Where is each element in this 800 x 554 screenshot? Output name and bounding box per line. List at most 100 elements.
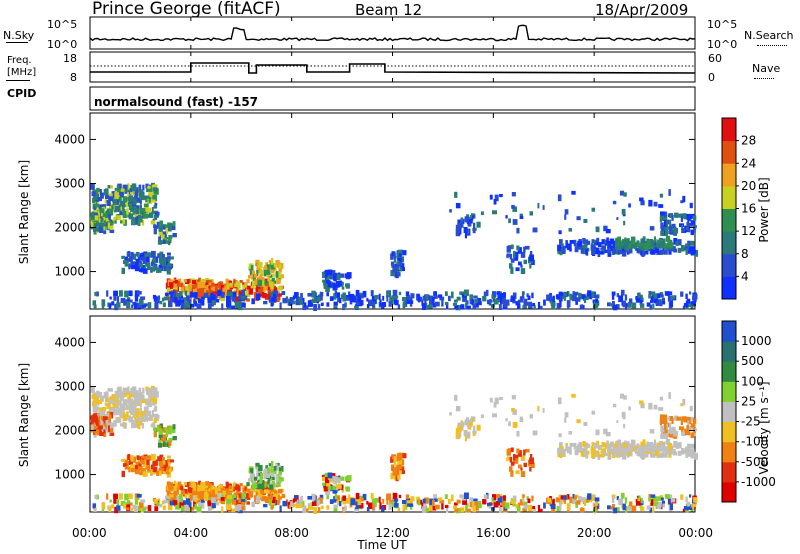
power-cell [510, 267, 514, 274]
velocity-cell [179, 502, 184, 508]
power-cell [639, 300, 643, 306]
power-cell [165, 260, 168, 265]
velocity-cell [460, 507, 465, 513]
colorbar-segment [722, 185, 736, 209]
velocity-cell [150, 423, 156, 428]
power-cell [332, 273, 337, 281]
power-cell [314, 296, 319, 300]
power-cell [147, 262, 151, 269]
power-cell [229, 282, 233, 286]
power-cell [612, 200, 617, 205]
power-cell [121, 201, 126, 208]
velocity-cell [621, 448, 626, 455]
velocity-cell [177, 481, 182, 486]
power-cell [621, 250, 627, 257]
power-cell [205, 280, 211, 284]
velocity-cell [164, 443, 168, 447]
velocity-cell [158, 425, 162, 431]
velocity-cell [466, 508, 471, 513]
power-cell [398, 260, 403, 266]
velocity-cell [186, 498, 190, 505]
velocity-cell [105, 398, 109, 403]
velocity-cell [229, 485, 233, 489]
power-cell [559, 243, 564, 247]
power-cell [123, 260, 128, 264]
y-tick-label: 2000 [54, 424, 85, 438]
velocity-cell [270, 505, 274, 510]
power-cell [454, 191, 458, 198]
y-tick-label: 1000 [54, 265, 85, 279]
power-cell [418, 295, 421, 303]
power-cell [293, 292, 298, 296]
power-cell [141, 252, 145, 256]
velocity-cell [559, 503, 562, 511]
power-cell [650, 240, 655, 245]
velocity-cell [123, 422, 127, 429]
power-cell [232, 291, 236, 299]
power-cell [452, 302, 457, 306]
velocity-cell [152, 468, 157, 473]
velocity-cell [166, 443, 169, 447]
velocity-cell [200, 502, 205, 509]
velocity-cell [604, 442, 608, 447]
power-cell [177, 281, 180, 287]
velocity-cell [246, 488, 251, 493]
power-cell [662, 214, 668, 221]
power-cell [631, 238, 636, 245]
velocity-cell [522, 494, 525, 498]
power-cell [480, 211, 484, 216]
power-cell [141, 265, 144, 271]
velocity-cell [472, 430, 477, 434]
velocity-cell [405, 494, 410, 500]
power-cell [220, 294, 225, 298]
velocity-cell [627, 451, 633, 456]
velocity-cell [615, 445, 619, 452]
power-cell [148, 189, 153, 196]
power-cell [620, 244, 624, 249]
velocity-cell [116, 392, 121, 399]
power-cell [463, 227, 468, 234]
velocity-cell [214, 498, 218, 502]
velocity-cell [119, 394, 124, 400]
power-cell [94, 198, 98, 202]
power-cell [597, 250, 601, 257]
power-cell [246, 298, 250, 302]
velocity-cell [634, 447, 637, 453]
velocity-cell [637, 497, 641, 502]
velocity-cell [270, 468, 276, 473]
power-cell [518, 261, 522, 266]
power-cell [580, 304, 584, 308]
velocity-cell [529, 466, 532, 472]
power-cell [573, 292, 577, 297]
power-cell [95, 218, 100, 223]
power-cell [525, 245, 530, 250]
velocity-cell [398, 456, 402, 460]
velocity-cell [339, 476, 344, 481]
velocity-cell [571, 498, 577, 505]
velocity-cell [167, 466, 170, 470]
power-cell [522, 295, 525, 300]
power-cell [214, 285, 218, 292]
power-cell [109, 229, 115, 233]
power-cell [610, 303, 615, 307]
velocity-cell [135, 411, 140, 418]
velocity-cell [437, 497, 443, 501]
power-cell [689, 202, 693, 209]
power-cell [99, 189, 102, 194]
velocity-cell [396, 464, 400, 469]
velocity-cell [566, 503, 571, 511]
velocity-cell [397, 460, 402, 465]
velocity-cell [140, 459, 143, 464]
velocity-cell [153, 427, 157, 432]
power-cell [103, 226, 106, 231]
power-cell [667, 240, 673, 248]
power-cell [402, 304, 406, 308]
colorbar-tick-label: 24 [741, 156, 756, 170]
power-cell [449, 209, 452, 213]
power-cell [278, 273, 282, 280]
velocity-cell [648, 497, 652, 502]
power-cell [482, 295, 487, 302]
power-cell [267, 275, 271, 280]
velocity-cell [586, 444, 590, 448]
velocity-cell [144, 456, 148, 461]
